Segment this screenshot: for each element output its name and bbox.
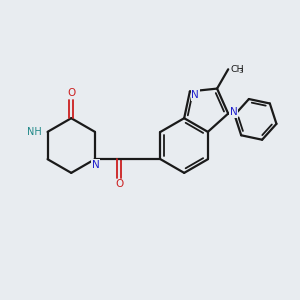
- Text: N: N: [191, 90, 199, 100]
- Text: NH: NH: [28, 127, 42, 137]
- Text: 3: 3: [238, 68, 243, 74]
- Text: N: N: [230, 107, 237, 117]
- Text: O: O: [67, 88, 75, 98]
- Text: N: N: [92, 160, 99, 170]
- Text: O: O: [115, 179, 123, 190]
- Text: CH: CH: [231, 65, 244, 74]
